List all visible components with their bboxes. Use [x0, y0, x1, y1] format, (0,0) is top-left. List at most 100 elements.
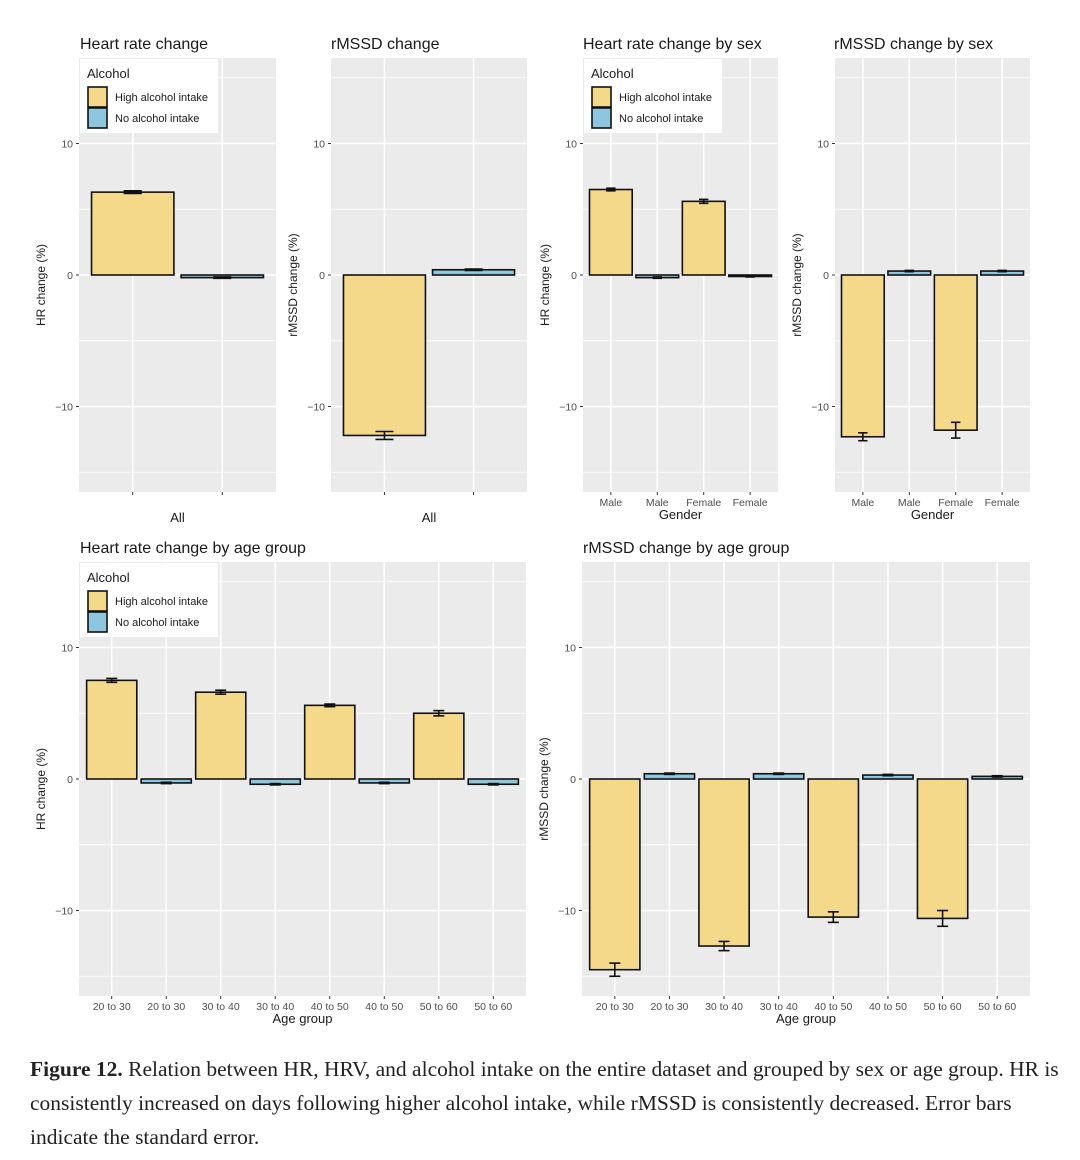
chart-panel-6: rMSSD change by age group 10 0 −10 rMSSD cha…	[537, 540, 1030, 1026]
y-tick-label: 10	[313, 138, 325, 150]
y-tick-label: −10	[558, 906, 576, 918]
x-tick-label: 40 to 50	[311, 1001, 349, 1013]
bar-high-alcohol	[807, 778, 860, 918]
chart-title: rMSSD change	[331, 36, 440, 53]
x-tick-label: 50 to 60	[420, 1001, 458, 1013]
chart-title: Heart rate change	[80, 36, 208, 53]
y-axis-label: HR change (%)	[34, 748, 48, 830]
x-axis-label: Age group	[273, 1011, 333, 1026]
legend: Alcohol High alcohol intake No alcohol int…	[80, 59, 218, 133]
y-tick-label: −10	[55, 906, 73, 918]
y-tick-label: −10	[307, 402, 325, 414]
x-tick-label: 30 to 40	[202, 1001, 240, 1013]
legend-swatch-high-alcohol	[87, 86, 108, 108]
y-tick-label: 10	[565, 138, 577, 150]
x-tick-label: Female	[686, 497, 721, 509]
y-tick-label: 0	[823, 270, 829, 282]
x-tick-label: 30 to 40	[256, 1001, 294, 1013]
legend-swatch-no-alcohol	[591, 107, 612, 129]
y-tick-label: 0	[67, 774, 73, 786]
chart-title: Heart rate change by age group	[80, 540, 306, 557]
bar-high-alcohol	[194, 691, 247, 780]
bar-high-alcohol	[303, 704, 356, 780]
x-tick-label: 50 to 60	[924, 1001, 962, 1013]
x-axis-label: Age group	[776, 1011, 836, 1026]
legend-title: Alcohol	[591, 66, 634, 81]
bar-high-alcohol	[85, 679, 138, 780]
legend-label: No alcohol intake	[619, 113, 703, 125]
y-tick-label: 0	[571, 270, 577, 282]
bar-high-alcohol	[342, 274, 427, 437]
x-axis-label: Gender	[911, 507, 955, 522]
y-axis-label: rMSSD change (%)	[286, 233, 300, 336]
legend-label: High alcohol intake	[619, 92, 712, 104]
legend: Alcohol High alcohol intake No alcohol int…	[584, 59, 722, 133]
y-tick-label: 10	[564, 642, 576, 654]
legend-title: Alcohol	[87, 66, 130, 81]
legend: Alcohol High alcohol intake No alcohol int…	[80, 563, 218, 637]
y-axis-label: rMSSD change (%)	[790, 233, 804, 336]
chart-panel-4: rMSSD change by sex 10 0 −10 rMSSD change (%…	[790, 36, 1030, 522]
y-tick-label: 0	[319, 270, 325, 282]
legend-swatch-no-alcohol	[87, 611, 108, 633]
x-tick-label: Female	[985, 497, 1020, 509]
chart-panel-5: Heart rate change by age group 10 0 −10 HR c…	[34, 540, 526, 1026]
x-tick-label: Male	[851, 497, 874, 509]
y-tick-label: 10	[61, 138, 73, 150]
x-tick-label: 30 to 40	[705, 1001, 743, 1013]
x-axis-label: All	[170, 510, 185, 525]
x-tick-label: 40 to 50	[869, 1001, 907, 1013]
x-axis-label: Gender	[659, 507, 703, 522]
y-tick-label: 10	[61, 642, 73, 654]
figure: Heart rate change 10 0 −10 HR change (%) All A…	[34, 36, 1030, 1026]
x-tick-label: Male	[599, 497, 622, 509]
x-tick-label: 20 to 30	[650, 1001, 688, 1013]
y-tick-label: 10	[817, 138, 829, 150]
y-axis-label: rMSSD change (%)	[537, 737, 551, 840]
x-tick-label: 50 to 60	[474, 1001, 512, 1013]
x-tick-label: 20 to 30	[596, 1001, 634, 1013]
bar-high-alcohol	[933, 274, 978, 431]
bar-high-alcohol	[840, 274, 886, 438]
bar-high-alcohol	[412, 712, 465, 780]
caption-text: Relation between HR, HRV, and alcohol in…	[30, 1057, 1059, 1149]
y-tick-label: 0	[67, 270, 73, 282]
bar-high-alcohol	[698, 778, 750, 947]
chart-panel-3: Heart rate change by sex 10 0 −10 HR change …	[538, 36, 778, 522]
x-tick-label: Male	[646, 497, 669, 509]
caption-label: Figure 12.	[30, 1057, 123, 1081]
legend-label: High alcohol intake	[115, 596, 208, 608]
x-tick-label: 40 to 50	[814, 1001, 852, 1013]
legend-label: No alcohol intake	[115, 113, 199, 125]
y-tick-label: −10	[559, 402, 577, 414]
bar-high-alcohol	[90, 191, 175, 276]
chart-title: rMSSD change by age group	[583, 540, 789, 557]
x-tick-label: Male	[898, 497, 921, 509]
y-tick-label: 0	[570, 774, 576, 786]
chart-title: Heart rate change by sex	[583, 36, 762, 53]
x-tick-label: 20 to 30	[147, 1001, 185, 1013]
x-axis-label: All	[422, 510, 437, 525]
chart-panel-2: rMSSD change 10 0 −10 rMSSD change (%) All	[286, 36, 527, 525]
x-tick-label: 20 to 30	[93, 1001, 131, 1013]
legend-title: Alcohol	[87, 570, 130, 585]
chart-title: rMSSD change by sex	[834, 36, 993, 53]
x-tick-label: 50 to 60	[978, 1001, 1016, 1013]
legend-label: No alcohol intake	[115, 617, 199, 629]
chart-panel-1: Heart rate change 10 0 −10 HR change (%) All A…	[34, 36, 276, 525]
bar-high-alcohol	[588, 778, 641, 971]
bar-high-alcohol	[588, 188, 634, 276]
x-tick-label: 30 to 40	[760, 1001, 798, 1013]
y-axis-label: HR change (%)	[538, 244, 552, 326]
bar-high-alcohol	[916, 778, 969, 920]
legend-label: High alcohol intake	[115, 92, 208, 104]
y-axis-label: HR change (%)	[34, 244, 48, 326]
x-tick-label: Female	[733, 497, 768, 509]
x-tick-label: Female	[938, 497, 973, 509]
bar-high-alcohol	[681, 200, 726, 276]
legend-swatch-high-alcohol	[591, 86, 612, 108]
y-tick-label: −10	[55, 402, 73, 414]
figure-caption: Figure 12. Relation between HR, HRV, and…	[30, 1052, 1060, 1154]
legend-swatch-high-alcohol	[87, 590, 108, 612]
legend-swatch-no-alcohol	[87, 107, 108, 129]
